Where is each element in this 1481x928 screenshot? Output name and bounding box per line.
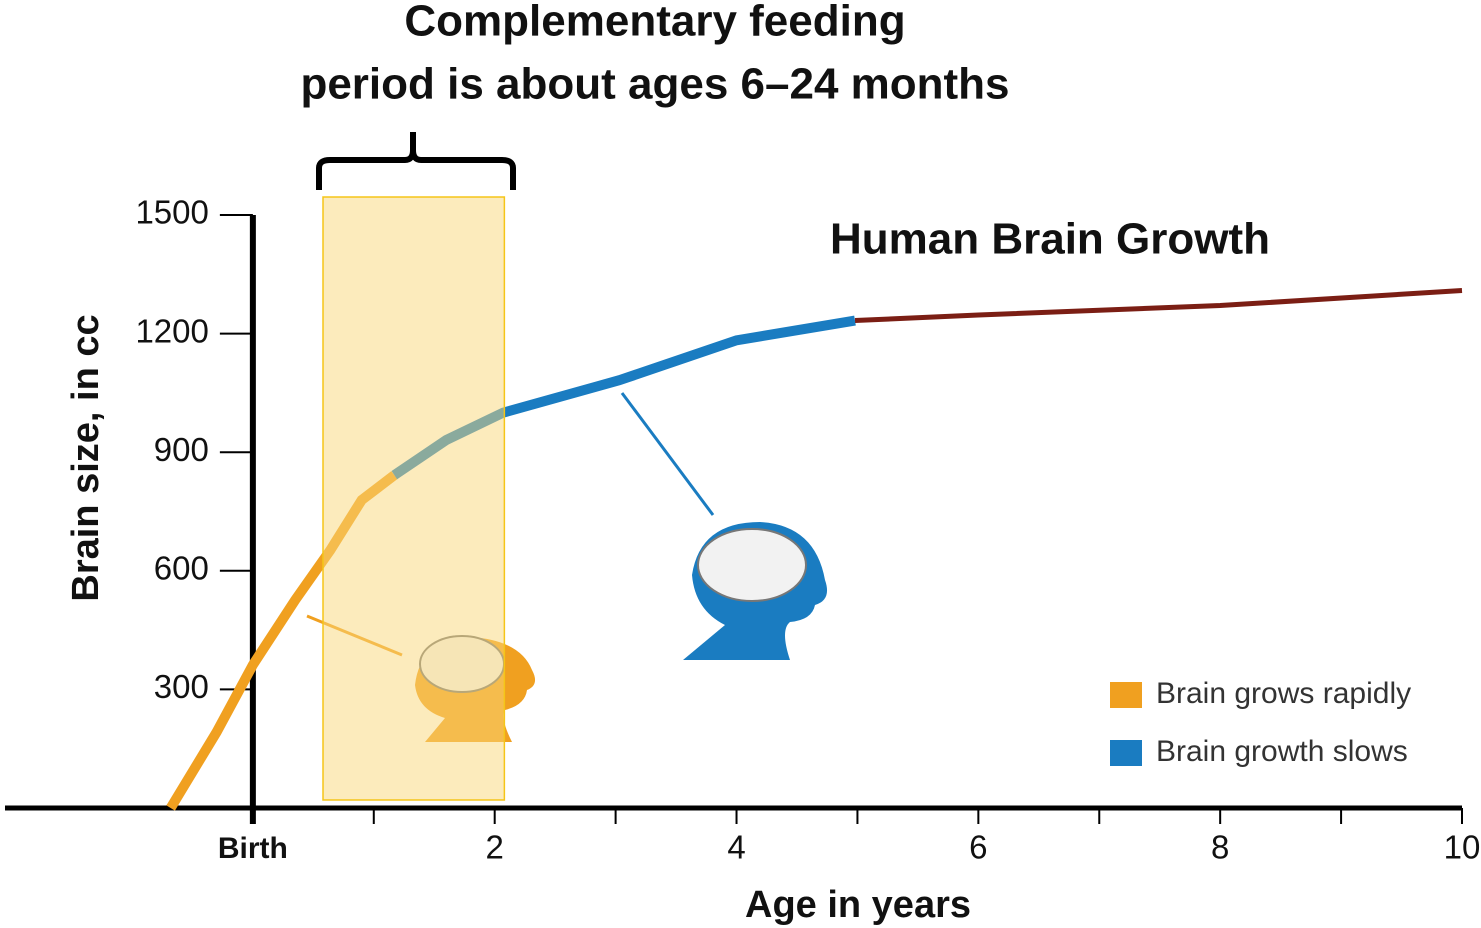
x-tick-label: Birth <box>218 832 288 865</box>
brace <box>316 132 516 190</box>
legend-swatch <box>1110 682 1142 708</box>
y-tick-label: 1500 <box>135 194 208 231</box>
growth-curve <box>854 288 1463 324</box>
y-tick-label: 1200 <box>135 312 208 349</box>
x-tick-label: 10 <box>1444 829 1481 866</box>
x-tick-label: 6 <box>969 829 987 866</box>
y-tick-label: 300 <box>154 668 209 705</box>
annotation: period is about ages 6–24 months <box>300 60 1009 109</box>
child-head-icon <box>620 392 828 660</box>
y-tick-label: 900 <box>154 431 209 468</box>
x-tick-label: 4 <box>727 829 745 866</box>
legend-label: Brain grows rapidly <box>1156 677 1411 710</box>
legend-swatch <box>1110 740 1142 766</box>
legend-label: Brain growth slows <box>1156 735 1408 768</box>
x-tick-label: 2 <box>486 829 504 866</box>
annotation: Complementary feeding <box>404 0 905 46</box>
highlight-box <box>322 196 506 801</box>
y-tick-label: 600 <box>154 550 209 587</box>
x-axis-label: Age in years <box>745 884 971 926</box>
y-axis-label: Brain size, in cc <box>65 314 107 601</box>
x-tick-label: 8 <box>1211 829 1229 866</box>
chart-title: Human Brain Growth <box>830 215 1270 264</box>
